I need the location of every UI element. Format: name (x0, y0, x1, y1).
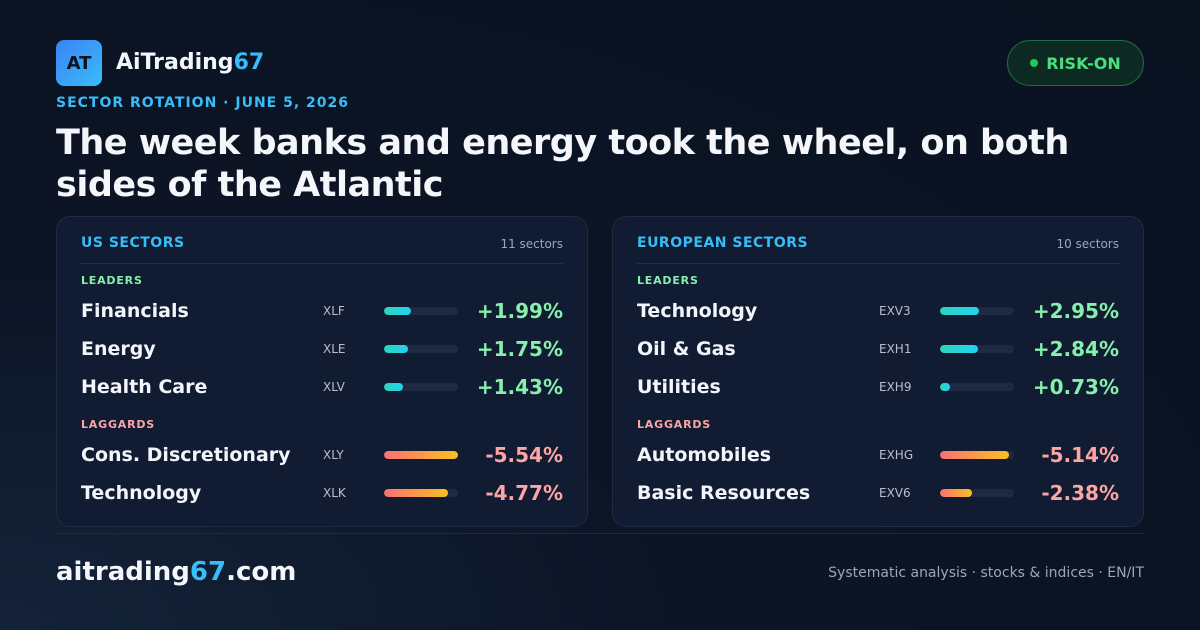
sector-row: Basic Resources EXV6 -2.38% (637, 478, 1119, 508)
sector-name: Basic Resources (637, 482, 811, 504)
performance-bar (940, 307, 1014, 315)
laggards-label: LAGGARDS (637, 418, 712, 431)
european-sectors-panel: EUROPEAN SECTORS 10 sectors LEADERS Tech… (612, 216, 1144, 527)
sector-ticker: XLE (323, 342, 346, 356)
footer-divider (56, 533, 1144, 534)
leaders-label: LEADERS (81, 274, 143, 287)
performance-bar (940, 383, 1014, 391)
laggards-label: LAGGARDS (81, 418, 156, 431)
performance-bar-fill (384, 451, 458, 459)
sector-row: Technology EXV3 +2.95% (637, 296, 1119, 326)
performance-bar-fill (384, 489, 448, 497)
panel-header: EUROPEAN SECTORS 10 sectors (637, 235, 1119, 264)
sector-change: +1.99% (476, 299, 563, 323)
performance-bar-fill (940, 489, 972, 497)
tagline: Systematic analysis · stocks & indices ·… (828, 565, 1144, 581)
brand-name-main: AiTrading (116, 50, 234, 75)
sector-name: Technology (81, 482, 202, 504)
performance-bar (940, 451, 1014, 459)
sector-name: Cons. Discretionary (81, 444, 291, 466)
sector-change: +2.84% (1032, 337, 1119, 361)
site-link-main: aitrading (56, 557, 190, 587)
sector-ticker: EXV6 (879, 486, 911, 500)
brand-name: AiTrading67 (116, 50, 264, 75)
sector-change: +1.75% (476, 337, 563, 361)
sector-change: -2.38% (1041, 481, 1119, 505)
leaders-label: LEADERS (637, 274, 699, 287)
performance-bar-fill (384, 383, 404, 391)
sector-ticker: XLY (323, 448, 344, 462)
brand-name-accent: 67 (233, 50, 265, 75)
us-sectors-panel: US SECTORS 11 sectors LEADERS Financials… (56, 216, 588, 527)
performance-bar-fill (940, 451, 1009, 459)
performance-bar (384, 345, 458, 353)
performance-bar (940, 489, 1014, 497)
site-link-tld: .com (226, 557, 297, 587)
sector-row: Energy XLE +1.75% (81, 334, 563, 364)
sector-change: -5.54% (485, 443, 563, 467)
sector-row: Technology XLK -4.77% (81, 478, 563, 508)
sector-ticker: XLK (323, 486, 346, 500)
sector-ticker: EXV3 (879, 304, 911, 318)
performance-bar-fill (384, 345, 408, 353)
site-link[interactable]: aitrading67.com (56, 557, 296, 587)
performance-bar (384, 451, 458, 459)
performance-bar-fill (384, 307, 411, 315)
sector-ticker: EXHG (879, 448, 914, 462)
panel-title: US SECTORS (81, 235, 185, 251)
sector-ticker: EXH9 (879, 380, 912, 394)
performance-bar-fill (940, 383, 950, 391)
sector-ticker: XLF (323, 304, 345, 318)
sector-row: Health Care XLV +1.43% (81, 372, 563, 402)
performance-bar-fill (940, 345, 978, 353)
sector-name: Automobiles (637, 444, 772, 466)
status-dot-icon (1030, 59, 1039, 67)
risk-badge-label: RISK-ON (1046, 53, 1121, 73)
page-title: The week banks and energy took the wheel… (56, 123, 1069, 205)
panel-header: US SECTORS 11 sectors (81, 235, 563, 264)
sector-name: Technology (637, 300, 758, 322)
site-link-accent: 67 (189, 557, 227, 587)
sector-change: +2.95% (1032, 299, 1119, 323)
sector-ticker: EXH1 (879, 342, 912, 356)
sector-count: 11 sectors (500, 237, 563, 251)
sector-count: 10 sectors (1056, 237, 1119, 251)
sector-row: Utilities EXH9 +0.73% (637, 372, 1119, 402)
performance-bar (384, 307, 458, 315)
sector-change: -5.14% (1041, 443, 1119, 467)
sector-row: Financials XLF +1.99% (81, 296, 563, 326)
kicker: SECTOR ROTATION · JUNE 5, 2026 (56, 95, 349, 111)
sector-name: Financials (81, 300, 189, 322)
sector-change: -4.77% (485, 481, 563, 505)
panel-title: EUROPEAN SECTORS (637, 235, 809, 251)
performance-bar (384, 489, 458, 497)
sector-row: Cons. Discretionary XLY -5.54% (81, 440, 563, 470)
performance-bar (940, 345, 1014, 353)
sector-row: Oil & Gas EXH1 +2.84% (637, 334, 1119, 364)
sector-name: Health Care (81, 376, 208, 398)
sector-ticker: XLV (323, 380, 345, 394)
performance-bar-fill (940, 307, 980, 315)
performance-bar (384, 383, 458, 391)
brand-logo: AT (56, 40, 102, 86)
sector-name: Utilities (637, 376, 721, 398)
sector-name: Oil & Gas (637, 338, 736, 360)
sector-name: Energy (81, 338, 156, 360)
sector-change: +0.73% (1032, 375, 1119, 399)
sector-change: +1.43% (476, 375, 563, 399)
sector-row: Automobiles EXHG -5.14% (637, 440, 1119, 470)
risk-badge: RISK-ON (1007, 40, 1144, 86)
